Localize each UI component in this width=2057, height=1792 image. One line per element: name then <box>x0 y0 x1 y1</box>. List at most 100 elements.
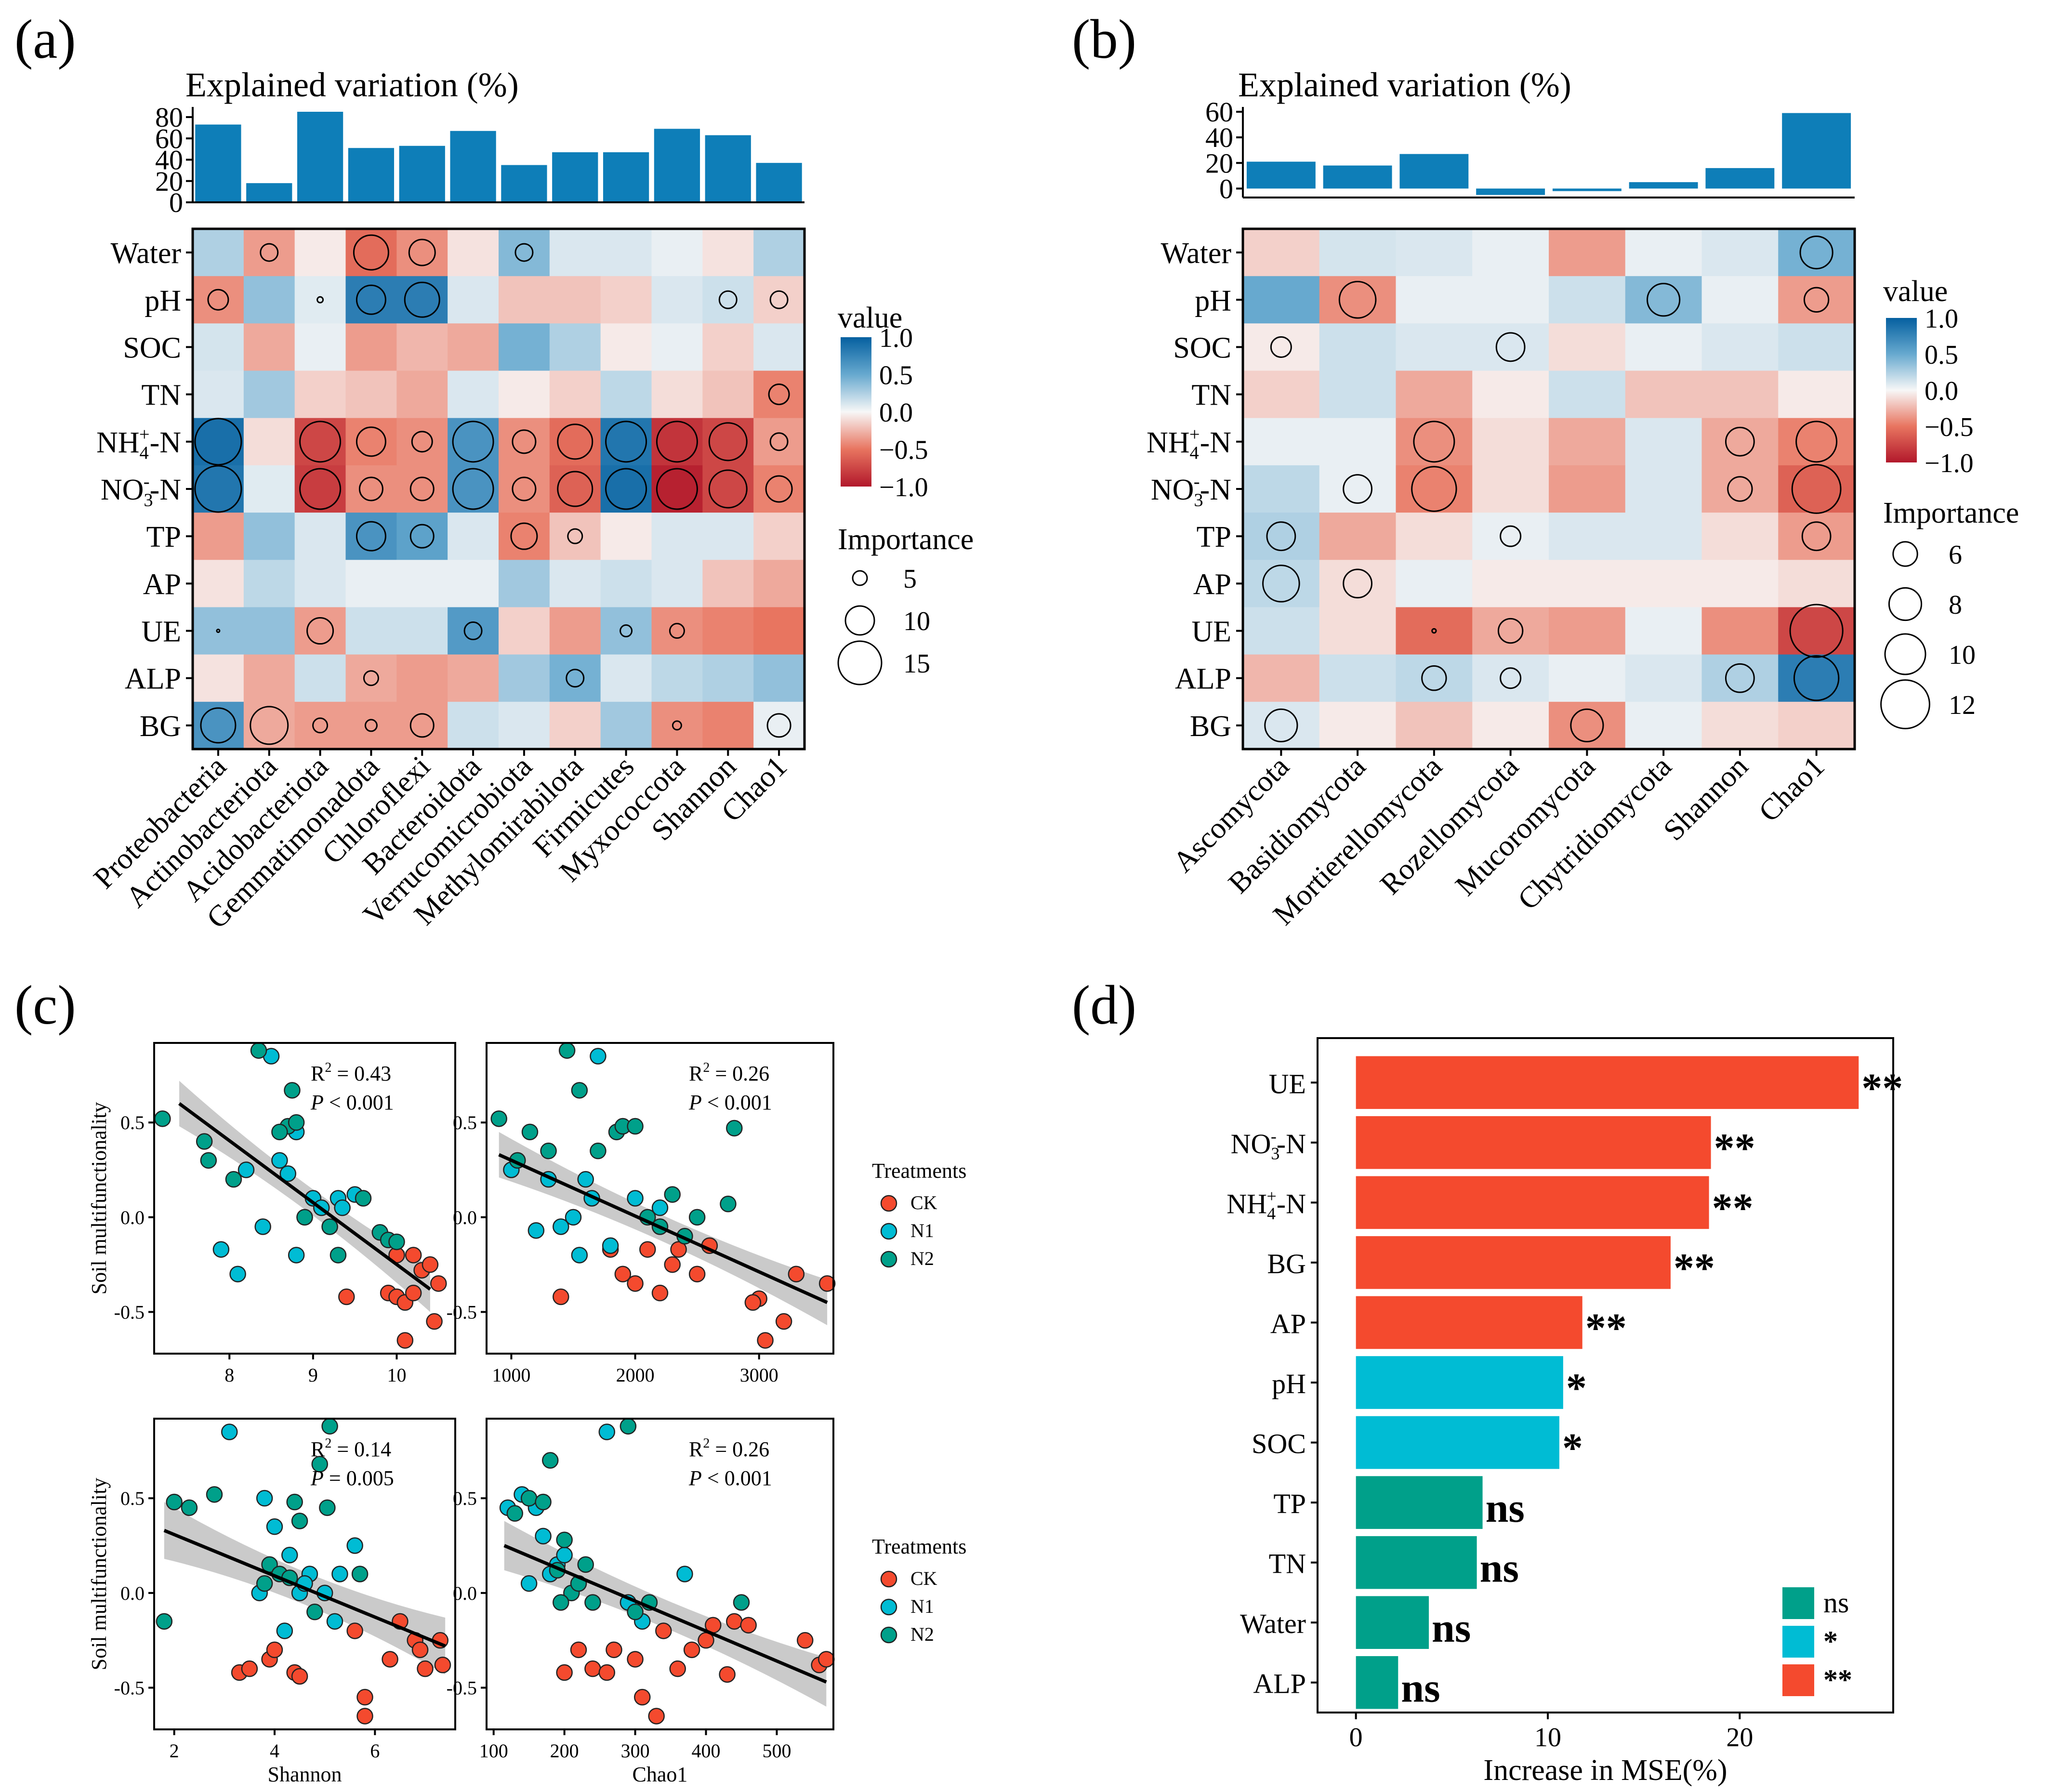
scatter-point-n2 <box>286 1493 303 1511</box>
scatter-point-ck <box>396 1332 414 1349</box>
heatmap-cell <box>243 465 295 513</box>
row-label: SOC <box>1173 331 1231 364</box>
heatmap-cell <box>448 323 499 371</box>
colorbar-tick-label: 0.5 <box>1925 340 1958 370</box>
p-value-label: P < 0.001 <box>688 1091 772 1114</box>
heatmap-cell <box>1701 276 1779 324</box>
heatmap-cell <box>193 323 244 371</box>
heatmap-cell <box>1549 513 1626 560</box>
scatter-point-n2 <box>355 1190 372 1207</box>
x-tick-label: 300 <box>621 1740 650 1762</box>
heatmap-cell <box>193 560 244 607</box>
panel-a-letter: (a) <box>14 9 76 70</box>
scatter-point-n2 <box>590 1142 607 1160</box>
significance-legend-swatch <box>1782 1587 1814 1619</box>
scatter-point-n2 <box>271 1123 288 1141</box>
explained-variation-bar <box>654 129 700 202</box>
importance-circle <box>452 421 494 463</box>
scatter-point-n2 <box>166 1493 183 1511</box>
heatmap-cell <box>345 276 397 324</box>
row-label: AP <box>143 568 181 601</box>
y-tick-label: 0.5 <box>120 1488 145 1509</box>
heatmap-cell <box>243 607 295 655</box>
scatter-point-n2 <box>154 1110 171 1127</box>
heatmap-cell <box>1243 323 1320 371</box>
heatmap-cell <box>499 560 550 607</box>
heatmap-cell <box>600 513 652 560</box>
importance-circle <box>200 707 237 744</box>
scatter-point-ck <box>634 1688 651 1706</box>
importance-circle <box>1266 521 1296 552</box>
heatmap-cell <box>1625 701 1702 750</box>
scatter-point-n2 <box>571 1082 588 1099</box>
scatter-point-n1 <box>279 1165 297 1182</box>
heatmap-cell <box>448 370 499 419</box>
colorbar-tick-label: 0.0 <box>1925 376 1958 406</box>
importance-circle <box>1343 474 1373 504</box>
heatmap-cell <box>1472 513 1549 560</box>
bar-category-label: NH4+-N <box>1226 1186 1306 1223</box>
y-tick-label: 0.5 <box>453 1112 477 1133</box>
importance-circle <box>1270 336 1292 358</box>
significance-legend-swatch <box>1782 1626 1814 1658</box>
importance-circle <box>1500 525 1522 547</box>
scatter-point-ck <box>382 1651 398 1668</box>
scatter-point-ck <box>648 1708 665 1725</box>
importance-circle <box>207 289 229 311</box>
importance-legend-label: 10 <box>903 606 930 636</box>
heatmap-cell <box>294 701 346 750</box>
importance-circle <box>409 524 435 549</box>
y-tick-label: 0.0 <box>453 1207 477 1228</box>
importance-circle <box>1413 421 1455 463</box>
scatter-point-n1 <box>266 1518 283 1535</box>
heatmap-cell <box>549 560 601 607</box>
heatmap-cell <box>345 607 397 655</box>
importance-circle <box>1725 426 1755 457</box>
panel-c-letter: (c) <box>14 975 76 1036</box>
bar-category-label: NO3--N <box>1231 1127 1306 1163</box>
heatmap-cell <box>193 229 244 277</box>
bar-category-label: AP <box>1270 1308 1306 1339</box>
heatmap-cell <box>1701 654 1779 702</box>
heatmap-cell <box>1549 370 1626 419</box>
heatmap-cell <box>600 607 652 655</box>
heatmap-cell <box>651 323 703 371</box>
heatmap-cell <box>702 323 754 371</box>
scatter-point-n2 <box>225 1171 242 1188</box>
heatmap-cell <box>1625 418 1702 466</box>
row-label: SOC <box>123 331 181 364</box>
y-axis-title: Soil multifunctionality <box>87 1478 111 1671</box>
heatmap-cell <box>702 276 754 324</box>
treatments-legend-title: Treatments <box>872 1159 966 1183</box>
heatmap-cell <box>549 701 601 750</box>
plot-frame <box>153 1418 456 1730</box>
scatter-point-ck <box>266 1641 283 1659</box>
scatter-point-ck <box>655 1622 672 1639</box>
importance-circle <box>216 629 221 633</box>
importance-circle <box>452 468 494 510</box>
heatmap-cell <box>345 323 397 371</box>
heatmap-cell <box>1549 418 1626 466</box>
bar-y-tick-label: 0 <box>169 187 183 218</box>
x-tick-label: 500 <box>762 1740 791 1762</box>
heatmap-cell <box>1319 701 1396 750</box>
heatmap-cell <box>753 607 805 655</box>
scatter-point-n1 <box>212 1241 230 1258</box>
heatmap-cell <box>753 418 805 466</box>
importance-circle <box>1791 464 1842 514</box>
bar-category-label: Water <box>1240 1608 1306 1639</box>
treatments-legend-label: N1 <box>910 1220 934 1241</box>
scatter-point-n2 <box>664 1186 681 1203</box>
heatmap-cell <box>396 513 448 560</box>
heatmap-cell <box>1319 607 1396 655</box>
y-tick-label: 0.5 <box>120 1112 145 1133</box>
heatmap-cell <box>702 654 754 702</box>
heatmap-cell <box>651 276 703 324</box>
treatments-legend-label: N2 <box>910 1248 934 1269</box>
heatmap-cell <box>1778 465 1855 513</box>
bar-category-label: pH <box>1272 1368 1306 1399</box>
x-tick-label: 1000 <box>492 1364 530 1386</box>
scatter-point-ck <box>796 1632 814 1649</box>
importance-circle <box>557 471 593 507</box>
heatmap-cell <box>702 701 754 750</box>
